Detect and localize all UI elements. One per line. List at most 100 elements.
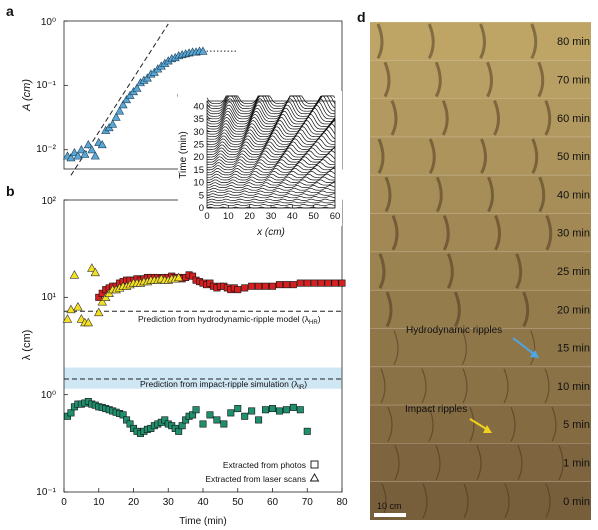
panel-c-profile [206,204,336,206]
panel-a-point [115,106,125,115]
ripple-crest [510,406,516,442]
panel-b-point-series-0 [303,279,311,287]
photo-strip [370,213,591,252]
panel-b-point-series-1 [90,267,100,277]
ripple-crest [517,445,523,480]
ripple-crest [493,100,500,136]
photo-strip [370,443,591,482]
panel-b-ytick-1: 10² [42,196,57,207]
ripple-crest [434,61,442,98]
panel-b-xtick-label-6: 60 [267,497,279,508]
panel-b-xlabel: Time (min) [179,516,226,527]
panel-b-point-series-2 [275,407,283,415]
panel-a-ytick-3: 10⁻² [36,144,56,155]
ripple-crest [522,291,530,328]
panel-a-point [142,73,152,82]
ripple-crest [441,100,449,136]
panel-a-ytick-1: 10⁰ [41,17,56,28]
panel-a-point [83,139,93,149]
panel-b-point-series-0 [310,279,318,287]
panel-c-profile [206,187,336,191]
ripple-crest [378,253,386,289]
panel-b-xtick-label-7: 70 [302,497,314,508]
panel-b-point-series-1 [87,263,97,272]
panel-b-xtick-label-2: 20 [128,497,140,508]
panel-c-profile [206,193,336,196]
photo-strip [370,175,591,214]
panel-c-xtick-label-2: 20 [244,211,255,222]
legend-label-photos: Extracted from photos [223,460,306,470]
panel-b-xtick-label-0: 0 [61,497,67,508]
panel-b-point-series-0 [248,282,256,290]
panel-a-point [122,95,132,104]
impact-ripples-label: Impact ripples [405,404,467,415]
ripple-crest [421,368,427,404]
strip-time-label: 80 min [557,36,590,48]
ripple-crest [538,176,546,213]
panel-b-point-series-2 [213,416,221,424]
panel-b-point-series-2 [262,406,270,414]
ripple-crest [463,483,469,519]
panel-c-profile [206,198,336,201]
strip-time-label: 60 min [557,113,590,125]
photo-strip [370,251,591,291]
scale-bar-label: 10 cm [377,501,402,511]
ir-line-label: Prediction from impact-ripple simulation… [140,379,307,391]
legend-label-laser: Extracted from laser scans [205,474,306,484]
panel-a-point [97,139,107,149]
ripple-crest [384,176,392,213]
panel-c-ytick-label-1: 5 [199,190,204,201]
ripple-crest [376,23,384,60]
panel-c-profile [206,126,336,138]
ripple-crest [453,291,461,328]
impact-arrowhead [483,425,492,433]
panel-b-point-series-0 [255,282,263,290]
panel-c-profile [206,185,336,188]
ripple-crest [442,214,450,251]
photo-strip [370,98,591,137]
ripple-crest [390,100,398,136]
hydro-ripples-label: Hydrodynamic ripples [406,325,502,336]
panel-b-ylabel: λ (cm) [21,330,33,361]
panel-b-point-series-1 [173,272,184,282]
ripple-crest [530,23,538,60]
panel-c-xtick-label-6: 60 [330,211,341,222]
panel-c-ytick-label-2: 10 [193,178,204,189]
ripple-crest [446,253,454,289]
panel-a-point [87,145,97,154]
panel-b-point-series-0 [262,282,270,290]
panel-c-profile [206,129,336,140]
ripple-crest [515,253,523,289]
panel-c-ytick-label-4: 20 [193,152,204,163]
panel-c-ytick-label-8: 40 [193,101,204,112]
hydro-arrowhead [530,350,539,358]
panel-b-point-series-0 [324,279,332,287]
panel-c-profile [206,206,336,209]
ripple-crest [385,291,393,328]
panel-b-point-series-2 [241,412,249,420]
ripple-crest [393,330,399,366]
panel-c-profile [206,162,336,168]
impact-arrow [469,418,489,431]
panel-c-profile [207,167,336,173]
panel-d-photos: 80 min 70 min 60 min 50 min 40 min 30 min 25 m… [370,21,591,520]
scale-bar [374,513,406,517]
panel-c-xtick-label-4: 40 [287,211,298,222]
ripple-crest [503,368,509,404]
ripple-crest [428,406,434,442]
panel-a-ylabel: A (cm) [21,79,33,112]
panel-c-ytick-label-3: 15 [193,165,204,176]
panel-c-profile [206,153,336,160]
ripple-crest [537,61,545,98]
hydro-arrow [512,337,536,356]
panel-b-point-series-2 [282,406,290,414]
photo-strips: 80 min 70 min 60 min 50 min 40 min 30 min 25 m… [370,21,591,520]
panel-b-point-series-0 [317,279,325,287]
panel-letter-a: a [6,3,14,19]
panel-a-marks [62,20,238,176]
panel-c-profile [206,95,336,112]
panel-c-xtick-label-0: 0 [204,211,209,222]
ripple-crest [428,138,436,174]
photo-strip [370,60,591,99]
ripple-crest [530,330,536,366]
